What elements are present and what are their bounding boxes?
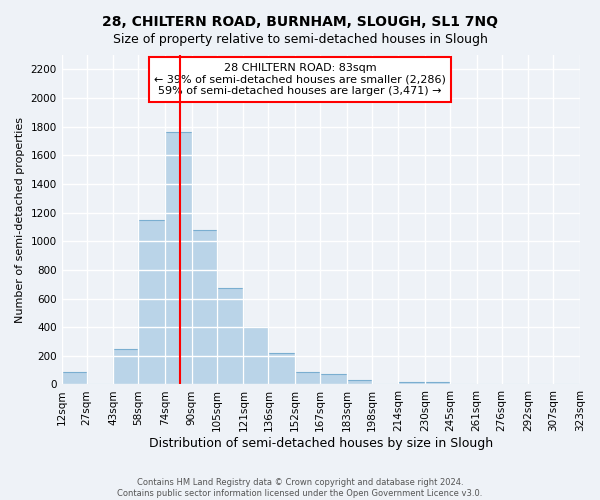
Bar [347,380,371,384]
Bar [398,382,425,384]
Bar [295,372,320,384]
Text: 28 CHILTERN ROAD: 83sqm
← 39% of semi-detached houses are smaller (2,286)
59% of: 28 CHILTERN ROAD: 83sqm ← 39% of semi-de… [154,63,446,96]
X-axis label: Distribution of semi-detached houses by size in Slough: Distribution of semi-detached houses by … [149,437,493,450]
Bar [165,132,191,384]
Text: 28, CHILTERN ROAD, BURNHAM, SLOUGH, SL1 7NQ: 28, CHILTERN ROAD, BURNHAM, SLOUGH, SL1 … [102,15,498,29]
Bar [113,350,139,384]
Bar [425,382,450,384]
Bar [320,374,347,384]
Y-axis label: Number of semi-detached properties: Number of semi-detached properties [15,116,25,322]
Bar [139,220,165,384]
Bar [62,372,86,384]
Bar [268,353,295,384]
Text: Contains HM Land Registry data © Crown copyright and database right 2024.
Contai: Contains HM Land Registry data © Crown c… [118,478,482,498]
Bar [191,230,217,384]
Bar [244,327,268,384]
Bar [217,288,244,384]
Text: Size of property relative to semi-detached houses in Slough: Size of property relative to semi-detach… [113,32,487,46]
